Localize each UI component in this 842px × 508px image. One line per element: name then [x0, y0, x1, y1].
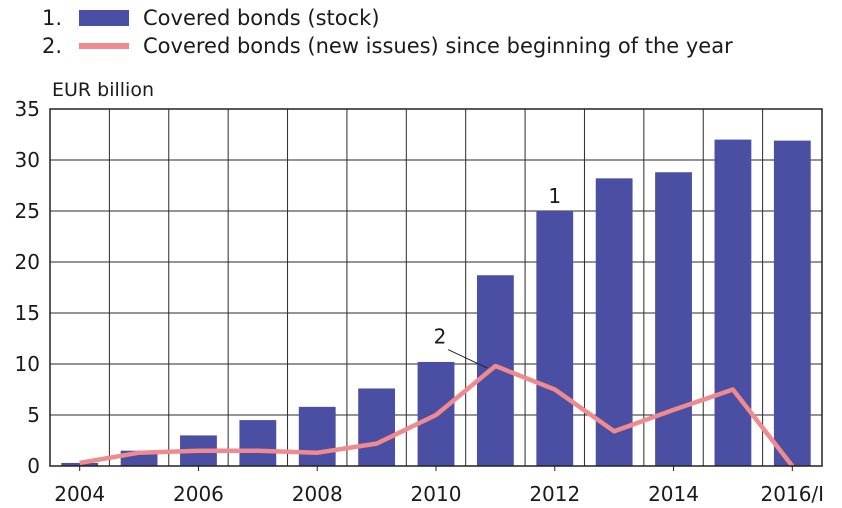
x-axis-ticks: 2004 2006 2008 2010 2012 2014 2016/I — [54, 466, 824, 506]
x-tick-label: 2008 — [292, 482, 343, 506]
line-series-annotation: 2 — [434, 325, 447, 349]
y-tick-label: 5 — [27, 403, 40, 427]
y-tick-label: 20 — [15, 250, 40, 274]
bar — [536, 211, 574, 466]
legend: 1. Covered bonds (stock) 2. Covered bonds (… — [42, 6, 733, 58]
y-tick-label: 35 — [15, 97, 40, 121]
y-tick-label: 15 — [15, 301, 40, 325]
line-series — [79, 363, 795, 468]
x-tick-label: 2014 — [648, 482, 699, 506]
legend-marker: 2. — [42, 34, 62, 58]
legend-label: Covered bonds (stock) — [143, 6, 380, 30]
bar — [298, 406, 336, 466]
bar — [358, 388, 396, 466]
y-axis-unit-label: EUR billion — [52, 79, 154, 101]
bar-series — [61, 139, 811, 467]
legend-marker: 1. — [42, 6, 62, 30]
bar — [773, 140, 811, 466]
bar — [595, 178, 633, 467]
x-tick-label: 2006 — [173, 482, 224, 506]
y-tick-label: 0 — [27, 454, 40, 478]
x-tick-label: 2004 — [54, 482, 105, 506]
legend-label: Covered bonds (new issues) since beginni… — [143, 34, 733, 58]
y-tick-label: 10 — [15, 352, 40, 376]
bar — [714, 139, 752, 466]
bar — [239, 420, 277, 466]
bar — [655, 172, 692, 467]
bar — [61, 462, 99, 466]
y-tick-label: 25 — [15, 199, 40, 223]
y-axis-ticks: 0 5 10 15 20 25 30 35 — [15, 97, 40, 478]
x-tick-label: 2010 — [411, 482, 462, 506]
line-annotation-leader — [447, 349, 488, 369]
annotations: 12 — [434, 184, 561, 369]
x-tick-label: 2016/I — [761, 482, 825, 506]
legend-swatch-bar — [79, 10, 129, 26]
grid — [50, 108, 822, 467]
x-tick-label: 2012 — [529, 482, 580, 506]
bar-series-annotation: 1 — [548, 184, 561, 208]
y-tick-label: 30 — [15, 148, 40, 172]
